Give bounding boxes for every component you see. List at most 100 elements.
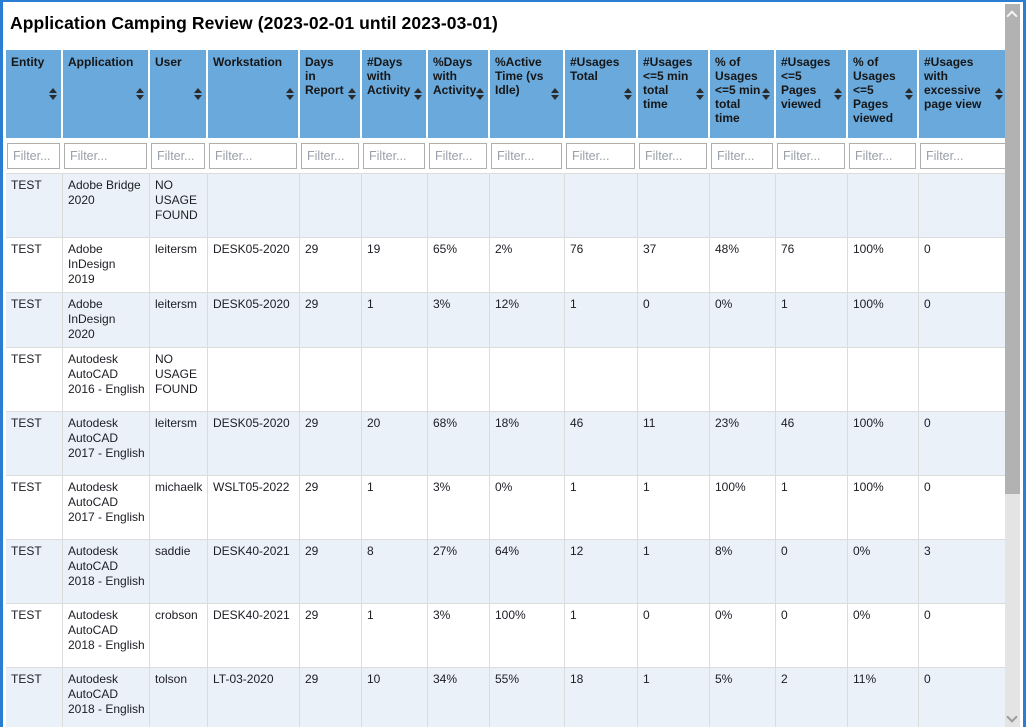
cell-application: Adobe InDesign 2020 [63, 292, 150, 347]
column-header-pct-usages-5-pages-viewed[interactable]: % of Usages <=5 Pages viewed [848, 50, 919, 138]
cell-usages-5min-total-time: 1 [638, 475, 710, 539]
cell-days-in-report: 29 [300, 237, 362, 292]
sort-icon[interactable] [414, 88, 422, 100]
table-row: TEST Adobe Bridge 2020 NO USAGE FOUND [6, 173, 1008, 237]
cell-days-in-report: 29 [300, 292, 362, 347]
filter-input-days-in-report[interactable] [301, 142, 359, 169]
cell-usages-5-pages-viewed: 0 [776, 539, 848, 603]
column-header-entity[interactable]: Entity [6, 50, 63, 138]
filter-input-application[interactable] [64, 142, 147, 169]
sort-icon[interactable] [194, 88, 202, 100]
cell-user: saddie [150, 539, 208, 603]
cell-usages-total [565, 173, 638, 237]
filter-input-usages-5min-total-time[interactable] [639, 142, 707, 169]
filter-input-usages-excessive-page-view[interactable] [920, 142, 1006, 169]
cell-usages-total: 1 [565, 603, 638, 667]
cell-application: Adobe Bridge 2020 [63, 173, 150, 237]
filter-input-pct-active-time[interactable] [491, 142, 562, 169]
filter-input-entity[interactable] [7, 142, 60, 169]
filter-input-user[interactable] [151, 142, 205, 169]
filter-input-workstation[interactable] [209, 142, 297, 169]
filter-cell-pct-usages-5min-total-time [710, 138, 776, 173]
cell-pct-days-with-activity: 34% [428, 667, 490, 727]
cell-usages-5-pages-viewed [776, 347, 848, 411]
cell-workstation: DESK40-2021 [208, 603, 300, 667]
cell-days-with-activity [362, 347, 428, 411]
cell-pct-usages-5min-total-time: 23% [710, 411, 776, 475]
chevron-down-icon[interactable] [1006, 711, 1018, 723]
table-row: TEST Adobe InDesign 2020 leitersm DESK05-20… [6, 292, 1008, 347]
sort-icon[interactable] [624, 88, 632, 100]
cell-pct-usages-5min-total-time: 0% [710, 292, 776, 347]
cell-usages-5min-total-time [638, 173, 710, 237]
sort-icon[interactable] [286, 88, 294, 100]
column-header-usages-excessive-page-view[interactable]: #Usages with excessive page view [919, 50, 1008, 138]
column-header-user[interactable]: User [150, 50, 208, 138]
cell-usages-total: 46 [565, 411, 638, 475]
cell-usages-5-pages-viewed: 1 [776, 475, 848, 539]
sort-icon[interactable] [348, 88, 356, 100]
cell-usages-total: 1 [565, 292, 638, 347]
column-header-usages-5-pages-viewed[interactable]: #Usages <=5 Pages viewed [776, 50, 848, 138]
cell-usages-excessive-page-view: 0 [919, 603, 1008, 667]
cell-days-with-activity [362, 173, 428, 237]
sort-icon[interactable] [762, 88, 770, 100]
column-header-days-in-report[interactable]: Days in Report [300, 50, 362, 138]
cell-entity: TEST [6, 411, 63, 475]
filter-input-pct-usages-5-pages-viewed[interactable] [849, 142, 916, 169]
table-row: TEST Autodesk AutoCAD 2016 - English NO US… [6, 347, 1008, 411]
vertical-scrollbar[interactable] [1005, 4, 1020, 727]
filter-cell-entity [6, 138, 63, 173]
sort-icon[interactable] [834, 88, 842, 100]
filter-cell-days-with-activity [362, 138, 428, 173]
cell-usages-5-pages-viewed: 0 [776, 603, 848, 667]
cell-pct-usages-5-pages-viewed: 11% [848, 667, 919, 727]
scrollbar-thumb[interactable] [1005, 4, 1020, 494]
cell-days-in-report [300, 347, 362, 411]
cell-days-with-activity: 10 [362, 667, 428, 727]
cell-workstation [208, 347, 300, 411]
column-header-usages-total[interactable]: #Usages Total [565, 50, 638, 138]
sort-icon[interactable] [905, 88, 913, 100]
cell-days-in-report: 29 [300, 667, 362, 727]
report-content: Application Camping Review (2023-02-01 u… [3, 2, 1008, 727]
column-header-pct-active-time[interactable]: %Active Time (vs Idle) [490, 50, 565, 138]
column-header-days-with-activity[interactable]: #Days with Activity [362, 50, 428, 138]
cell-workstation: DESK05-2020 [208, 237, 300, 292]
column-header-application[interactable]: Application [63, 50, 150, 138]
sort-icon[interactable] [136, 88, 144, 100]
filter-input-pct-days-with-activity[interactable] [429, 142, 487, 169]
sort-icon[interactable] [995, 88, 1003, 100]
sort-icon[interactable] [696, 88, 704, 100]
sort-icon[interactable] [551, 88, 559, 100]
cell-days-with-activity: 1 [362, 292, 428, 347]
filter-input-days-with-activity[interactable] [363, 142, 425, 169]
column-header-pct-usages-5min-total-time[interactable]: % of Usages <=5 min total time [710, 50, 776, 138]
cell-application: Adobe InDesign 2019 [63, 237, 150, 292]
cell-pct-active-time: 100% [490, 603, 565, 667]
cell-days-in-report: 29 [300, 539, 362, 603]
sort-icon[interactable] [49, 88, 57, 100]
cell-pct-active-time: 55% [490, 667, 565, 727]
column-header-workstation[interactable]: Workstation [208, 50, 300, 138]
filter-input-usages-5-pages-viewed[interactable] [777, 142, 845, 169]
filter-input-usages-total[interactable] [566, 142, 635, 169]
cell-usages-excessive-page-view: 0 [919, 237, 1008, 292]
cell-usages-5min-total-time: 0 [638, 603, 710, 667]
cell-pct-usages-5min-total-time [710, 347, 776, 411]
cell-pct-usages-5-pages-viewed [848, 173, 919, 237]
filter-cell-user [150, 138, 208, 173]
column-header-usages-5min-total-time[interactable]: #Usages <=5 min total time [638, 50, 710, 138]
cell-application: Autodesk AutoCAD 2017 - English [63, 411, 150, 475]
cell-pct-usages-5-pages-viewed: 100% [848, 237, 919, 292]
cell-application: Autodesk AutoCAD 2016 - English [63, 347, 150, 411]
column-header-pct-days-with-activity[interactable]: %Days with Activity [428, 50, 490, 138]
table-row: TEST Autodesk AutoCAD 2017 - English leite… [6, 411, 1008, 475]
cell-pct-active-time: 64% [490, 539, 565, 603]
cell-days-with-activity: 20 [362, 411, 428, 475]
chevron-up-icon[interactable] [1006, 10, 1018, 22]
filter-input-pct-usages-5min-total-time[interactable] [711, 142, 773, 169]
cell-usages-5min-total-time [638, 347, 710, 411]
table-row: TEST Autodesk AutoCAD 2018 - English tolso… [6, 667, 1008, 727]
sort-icon[interactable] [476, 88, 484, 100]
